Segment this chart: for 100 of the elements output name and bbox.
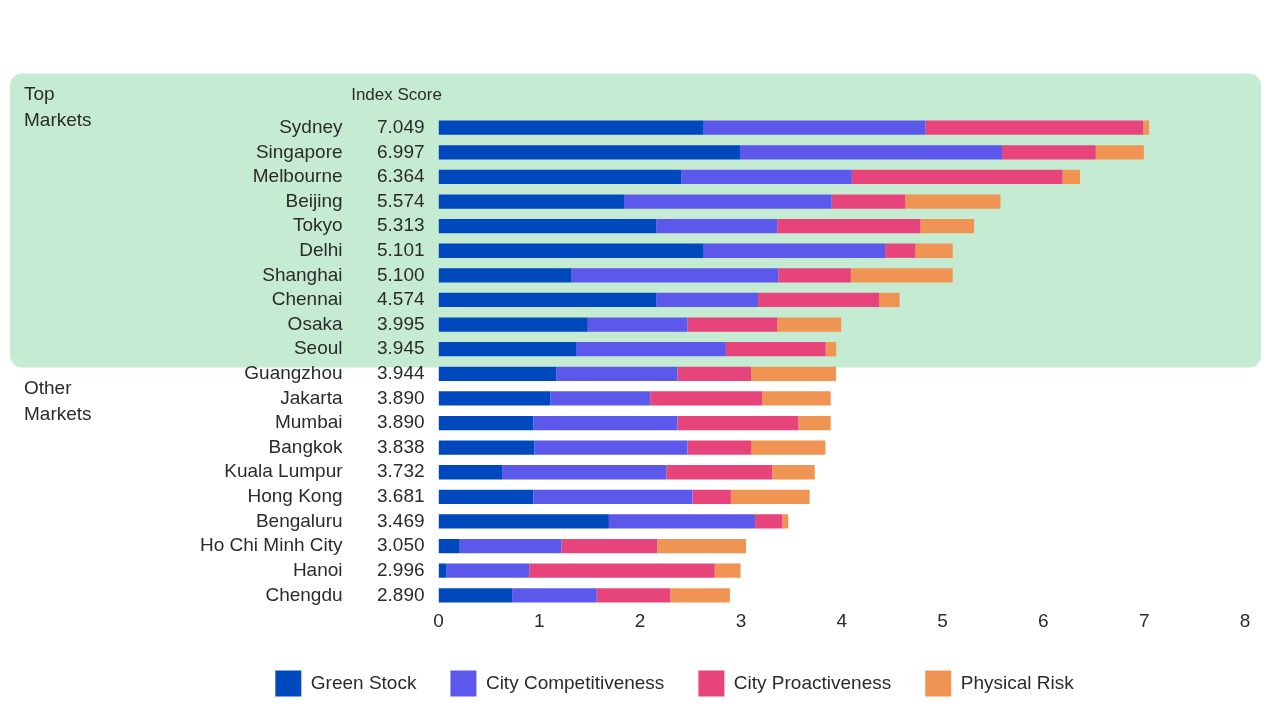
bar — [920, 219, 975, 234]
y-tick-label: Chennai — [271, 288, 343, 310]
bar — [529, 563, 715, 578]
bar — [533, 415, 678, 431]
bar — [1095, 145, 1144, 160]
y-tick-label: Tokyo — [292, 214, 343, 236]
y-tick-label: Bengaluru — [255, 509, 343, 531]
bar — [739, 145, 1003, 160]
bar — [1143, 120, 1150, 135]
total-label: 5.574 — [376, 189, 425, 211]
total-label: 3.732 — [376, 460, 425, 482]
bar — [915, 243, 953, 258]
bar — [777, 219, 921, 234]
y-tick-label: Delhi — [299, 238, 343, 260]
bar — [438, 342, 577, 357]
bar — [438, 317, 588, 332]
bar — [777, 317, 842, 332]
bar — [438, 440, 535, 455]
text: Other Markets — [24, 376, 92, 424]
total-label: 7.049 — [376, 115, 425, 137]
bar — [446, 563, 530, 578]
bar — [751, 440, 826, 455]
bar — [438, 514, 609, 529]
x-tick-label: 8 — [1239, 610, 1251, 632]
total-label: 5.100 — [376, 263, 425, 285]
x-tick-label: 1 — [534, 610, 545, 632]
bar — [438, 588, 513, 603]
legend-label: City Proactiveness — [733, 671, 892, 693]
bar — [438, 292, 657, 308]
bar — [778, 268, 851, 283]
y-tick-label: Chengdu — [265, 583, 343, 605]
total-label: 3.944 — [376, 362, 425, 384]
x-tick-label: 6 — [1038, 610, 1049, 632]
y-tick-label: Seoul — [293, 337, 343, 359]
bar — [825, 342, 837, 357]
bar — [677, 366, 752, 381]
bar — [438, 219, 657, 234]
bar — [596, 588, 671, 603]
bar — [758, 292, 880, 308]
total-label: 3.995 — [376, 312, 425, 334]
bar — [608, 514, 756, 529]
bar — [772, 465, 815, 480]
bar — [438, 145, 740, 160]
bar — [656, 219, 778, 234]
total-label: 5.101 — [376, 238, 425, 260]
total-label: 3.050 — [376, 534, 425, 556]
bar — [561, 538, 658, 554]
total-label: 2.890 — [376, 583, 425, 605]
bar — [714, 563, 741, 578]
y-tick-label: Bangkok — [268, 435, 344, 457]
bar — [925, 120, 1144, 135]
bar — [438, 120, 704, 135]
x-tick-label: 4 — [836, 610, 848, 632]
bar — [438, 169, 682, 185]
bar — [666, 465, 773, 480]
bar — [670, 588, 730, 603]
bar — [438, 391, 551, 406]
y-tick-label: Sydney — [279, 115, 344, 137]
y-tick-label: Singapore — [255, 140, 343, 162]
bar — [556, 366, 678, 381]
y-tick-label: Mumbai — [274, 411, 343, 433]
bar — [751, 366, 837, 381]
bar — [438, 538, 460, 554]
bar — [438, 415, 534, 431]
y-tick-label: Hong Kong — [247, 485, 343, 507]
x-tick-label: 7 — [1138, 610, 1150, 632]
bar — [502, 465, 667, 480]
bar — [850, 268, 953, 283]
bar — [885, 243, 916, 258]
bar — [851, 169, 1063, 185]
y-tick-label: Jakarta — [280, 386, 343, 408]
bar — [681, 169, 852, 185]
bar — [879, 292, 900, 308]
bar — [677, 415, 799, 431]
bar — [534, 440, 688, 455]
y-tick-label: Beijing — [285, 189, 343, 211]
bar — [550, 391, 651, 406]
bar — [692, 489, 731, 504]
total-label: 6.364 — [376, 165, 425, 187]
bar — [650, 391, 763, 406]
bar — [533, 489, 693, 504]
bar — [438, 194, 625, 209]
bar — [438, 563, 447, 578]
legend-label: Green Stock — [310, 671, 417, 693]
y-tick-label: Osaka — [287, 312, 343, 334]
bar — [782, 514, 789, 529]
bar — [703, 243, 886, 258]
bar — [438, 268, 572, 283]
text: Index Score — [351, 85, 442, 105]
legend-label: Physical Risk — [960, 671, 1075, 693]
y-tick-label: Kuala Lumpur — [224, 460, 344, 482]
x-tick-label: 3 — [735, 610, 747, 632]
bar — [755, 514, 783, 529]
bar — [687, 317, 778, 332]
y-tick-label: Hanoi — [292, 558, 343, 580]
band-label: Top Markets — [24, 83, 92, 131]
bar — [687, 440, 752, 455]
total-label: 3.890 — [376, 411, 425, 433]
y-tick-label: Melbourne — [252, 165, 343, 187]
bar — [512, 588, 597, 603]
